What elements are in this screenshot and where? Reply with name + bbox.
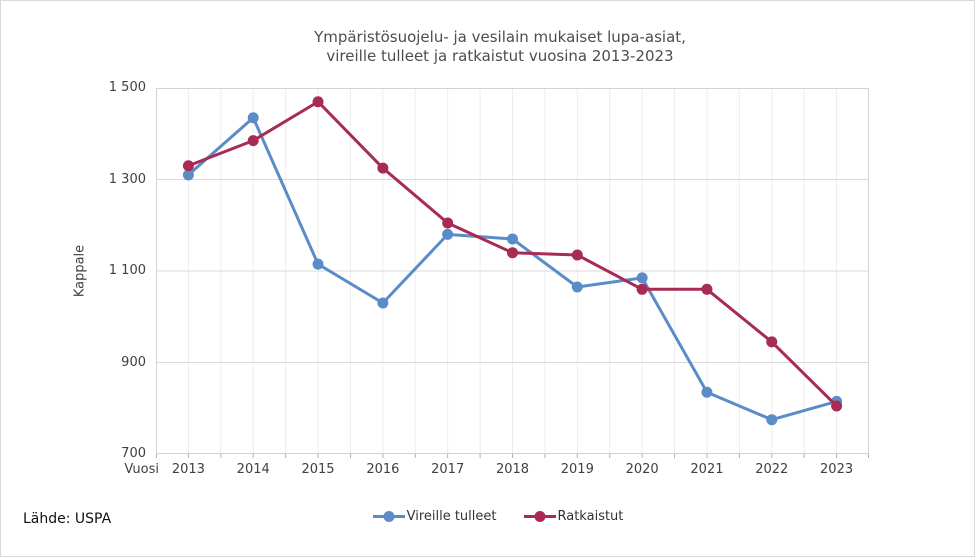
chart-title-line2: vireille tulleet ja ratkaistut vuosina 2… (326, 47, 674, 65)
chart-title-line1: Ympäristösuojelu- ja vesilain mukaiset l… (314, 28, 686, 46)
chart-title: Ympäristösuojelu- ja vesilain mukaiset l… (26, 28, 974, 66)
data-point-ratkaistut-2019 (571, 249, 583, 261)
x-axis-tick-label: 2015 (301, 462, 335, 477)
x-axis-tick-label: 2016 (366, 462, 400, 477)
data-point-ratkaistut-2022 (766, 336, 778, 348)
data-point-ratkaistut-2020 (636, 283, 648, 295)
legend-item-vireille-tulleet: Vireille tulleet (372, 509, 497, 524)
data-point-vireille-tulleet-2015 (312, 258, 324, 270)
y-axis-tick-label: 1 300 (108, 171, 146, 187)
data-point-ratkaistut-2014 (247, 135, 259, 147)
x-axis-tick-label: 2017 (431, 462, 465, 477)
plot-area (156, 88, 869, 458)
data-point-vireille-tulleet-2016 (377, 297, 389, 309)
plot-border (156, 88, 869, 454)
data-point-vireille-tulleet-2021 (701, 386, 713, 398)
data-point-ratkaistut-2013 (182, 160, 194, 172)
data-point-vireille-tulleet-2020 (636, 272, 648, 284)
y-axis-title: Kappale (72, 244, 88, 298)
data-point-ratkaistut-2023 (831, 400, 843, 412)
data-point-vireille-tulleet-2022 (766, 414, 778, 426)
data-point-ratkaistut-2015 (312, 96, 324, 108)
data-point-ratkaistut-2016 (377, 162, 389, 174)
y-axis-tick-label: 1 100 (108, 263, 146, 278)
x-axis-tick-label: 2014 (236, 462, 270, 477)
x-axis-tick-label: 2020 (625, 462, 659, 477)
x-axis-tick-label: 2022 (755, 462, 789, 477)
y-axis-tick-label: 900 (121, 354, 146, 370)
y-axis-tick-label: 700 (121, 446, 146, 461)
legend: Vireille tulleet Ratkaistut (21, 509, 974, 524)
x-axis-tick-label: 2013 (171, 462, 205, 477)
x-axis-title: Vuosi (124, 462, 159, 477)
data-point-ratkaistut-2017 (442, 217, 454, 229)
x-axis-tick-label: 2023 (820, 462, 854, 477)
legend-marker-icon (523, 511, 556, 522)
data-point-vireille-tulleet-2014 (247, 112, 259, 124)
legend-label: Vireille tulleet (406, 509, 497, 524)
legend-label: Ratkaistut (557, 509, 624, 524)
legend-item-ratkaistut: Ratkaistut (523, 509, 624, 524)
data-point-vireille-tulleet-2018 (507, 233, 518, 245)
data-point-vireille-tulleet-2019 (571, 281, 583, 293)
data-point-ratkaistut-2021 (701, 283, 713, 295)
x-axis-tick-label: 2018 (495, 462, 530, 477)
data-point-vireille-tulleet-2013 (182, 169, 194, 181)
legend-marker-icon (372, 511, 405, 522)
y-axis-tick-label: 1 500 (108, 80, 146, 95)
data-point-vireille-tulleet-2017 (442, 228, 454, 240)
x-axis-tick-label: 2021 (690, 462, 724, 477)
data-point-ratkaistut-2018 (507, 247, 518, 259)
source-label: Lähde: USPA (23, 511, 112, 527)
x-axis-tick-label: 2019 (560, 462, 594, 477)
